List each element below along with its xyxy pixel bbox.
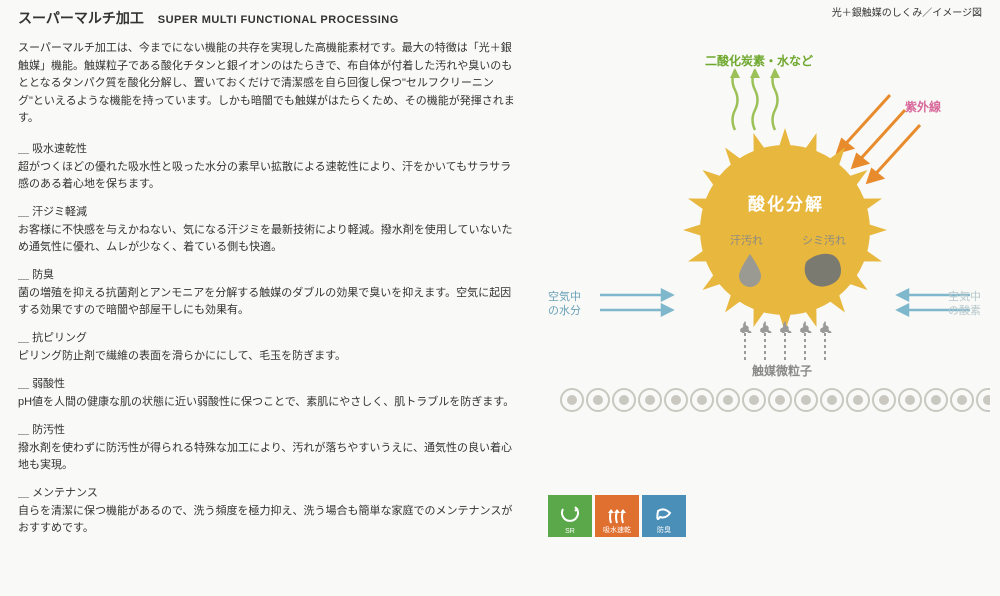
intro-text: スーパーマルチ加工は、今までにない機能の共存を実現した高機能素材です。最大の特徴… — [18, 40, 518, 128]
circle-pattern-band — [560, 385, 990, 415]
section-title: 吸水速乾性 — [18, 140, 518, 156]
section-title: 汗ジミ軽減 — [18, 203, 518, 219]
air-right-label: 空気中 の酸素 — [948, 290, 981, 319]
section-body: ピリング防止剤で繊維の表面を滑らかににして、毛玉を防ぎます。 — [18, 348, 518, 365]
section-body: 菌の増殖を抑える抗菌剤とアンモニアを分解する触媒のダブルの効果で臭いを抑えます。… — [18, 285, 518, 319]
catalyst-label: 触媒微粒子 — [752, 362, 812, 379]
title-jp: スーパーマルチ加工 — [18, 10, 144, 26]
badge-row: SR 吸水速乾 防臭 — [548, 495, 689, 537]
badge: SR — [548, 495, 592, 537]
air-left-label: 空気中 の水分 — [548, 290, 581, 319]
badge: 防臭 — [642, 495, 686, 537]
air-left-1: 空気中 — [548, 290, 581, 304]
section-title: 抗ピリング — [18, 329, 518, 345]
badge-label: 防臭 — [657, 525, 671, 535]
air-right-1: 空気中 — [948, 290, 981, 304]
diagram-caption: 光＋銀触媒のしくみ／イメージ図 — [832, 4, 982, 19]
section-body: 自らを清潔に保つ機能があるので、洗う頻度を極力抑え、洗う場合も簡単な家庭でのメン… — [18, 503, 518, 537]
section-title: 防汚性 — [18, 421, 518, 437]
section-body: 撥水剤を使わずに防汚性が得られる特殊な加工により、汚れが落ちやすいうえに、通気性… — [18, 440, 518, 474]
badge: 吸水速乾 — [595, 495, 639, 537]
section-body: お客様に不快感を与えかねない、気になる汗ジミを最新技術により軽減。撥水剤を使用し… — [18, 222, 518, 256]
co2-label: 二酸化炭素・水など — [705, 52, 813, 69]
air-right-2: の酸素 — [948, 304, 981, 318]
section-body: 超がつくほどの優れた吸水性と吸った水分の素早い拡散による速乾性により、汗をかいて… — [18, 159, 518, 193]
diagram: 二酸化炭素・水など 紫外線 酸化分解 汗汚れ シミ汚れ 空気中 の水分 空気中 … — [540, 40, 990, 410]
section-title: メンテナンス — [18, 484, 518, 500]
section-title: 弱酸性 — [18, 375, 518, 391]
air-left-2: の水分 — [548, 304, 581, 318]
diagram-svg — [540, 40, 990, 410]
badge-label: SR — [565, 528, 575, 535]
section-body: pH値を人間の健康な肌の状態に近い弱酸性に保つことで、素肌にやさしく、肌トラブル… — [18, 394, 518, 411]
uv-label: 紫外線 — [905, 98, 941, 115]
center-label: 酸化分解 — [748, 190, 824, 215]
stain-label: シミ汚れ — [802, 232, 846, 248]
section-title: 防臭 — [18, 266, 518, 282]
badge-label: 吸水速乾 — [603, 525, 631, 535]
main-title: スーパーマルチ加工 SUPER MULTI FUNCTIONAL PROCESS… — [18, 8, 518, 28]
sweat-label: 汗汚れ — [730, 232, 763, 248]
title-en: SUPER MULTI FUNCTIONAL PROCESSING — [158, 14, 399, 26]
